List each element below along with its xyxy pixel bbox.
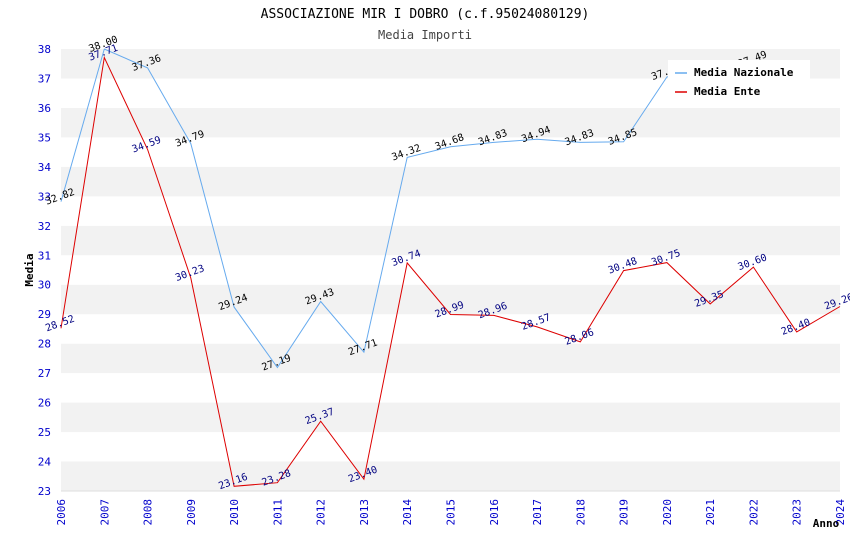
y-axis-ticks: 23 24 25 26 27 28 29 30 31 32 33 34 35 36 37 38: [38, 43, 52, 498]
grid-band: [61, 343, 840, 374]
x-tick-label: 2019: [618, 499, 631, 526]
series-line-ente: [60, 55, 841, 487]
chart-subtitle: Media Importi: [378, 28, 472, 42]
x-axis-label: Anno: [813, 517, 840, 530]
y-tick-label: 25: [38, 426, 51, 439]
grid-band: [61, 196, 840, 226]
x-tick-label: 2023: [791, 499, 804, 526]
y-tick-label: 36: [38, 102, 51, 115]
grid-band: [61, 166, 840, 197]
x-tick-label: 2011: [271, 499, 284, 526]
y-tick-label: 31: [38, 249, 51, 262]
y-tick-label: 35: [38, 131, 51, 144]
y-tick-label: 37: [38, 72, 51, 85]
y-tick-label: 24: [38, 456, 52, 469]
x-tick-label: 2010: [228, 499, 241, 526]
x-axis-ticks: 2006 2007 2008 2009 2010 2011 2012 2013 2014 2015…: [55, 499, 847, 526]
x-tick-label: 2006: [55, 499, 68, 526]
series-lines: [60, 48, 841, 487]
x-tick-label: 2017: [531, 499, 544, 526]
x-tick-label: 2018: [574, 499, 587, 526]
x-tick-label: 2014: [401, 499, 414, 526]
y-tick-label: 34: [38, 161, 52, 174]
y-tick-label: 23: [38, 485, 51, 498]
y-tick-label: 27: [38, 367, 51, 380]
grid-band: [61, 373, 840, 403]
chart-title: ASSOCIAZIONE MIR I DOBRO (c.f.9502408012…: [261, 7, 590, 22]
grid-bands: [61, 49, 840, 492]
legend-label-nazionale: Media Nazionale: [694, 66, 794, 79]
x-tick-label: 2020: [661, 499, 674, 526]
legend-label-ente: Media Ente: [694, 85, 761, 98]
grid-band: [61, 284, 840, 315]
y-axis-label: Media: [23, 253, 36, 286]
y-tick-label: 33: [38, 190, 51, 203]
x-tick-label: 2022: [747, 499, 760, 526]
grid-band: [61, 137, 840, 167]
y-tick-label: 29: [38, 308, 51, 321]
x-tick-label: 2016: [488, 499, 501, 526]
x-tick-label: 2013: [358, 499, 371, 526]
x-tick-label: 2021: [704, 499, 717, 526]
x-tick-label: 2009: [185, 499, 198, 526]
series-line-nazionale: [60, 48, 754, 369]
x-tick-label: 2007: [98, 499, 111, 526]
y-tick-label: 30: [38, 279, 51, 292]
x-tick-label: 2015: [445, 499, 458, 526]
y-tick-label: 28: [38, 338, 51, 351]
legend-box: [668, 60, 810, 102]
grid-band: [61, 314, 840, 344]
grid-band: [61, 432, 840, 462]
y-tick-label: 26: [38, 397, 51, 410]
grid-band: [61, 461, 840, 491]
legend: Media Nazionale Media Ente: [668, 60, 810, 102]
grid-band: [61, 107, 840, 138]
y-tick-label: 32: [38, 220, 51, 233]
y-tick-label: 38: [38, 43, 51, 56]
x-tick-label: 2008: [142, 499, 155, 526]
x-tick-label: 2012: [315, 499, 328, 526]
grid-band: [61, 402, 840, 433]
x-tick-label: 2024: [834, 499, 847, 526]
grid-band: [61, 225, 840, 256]
